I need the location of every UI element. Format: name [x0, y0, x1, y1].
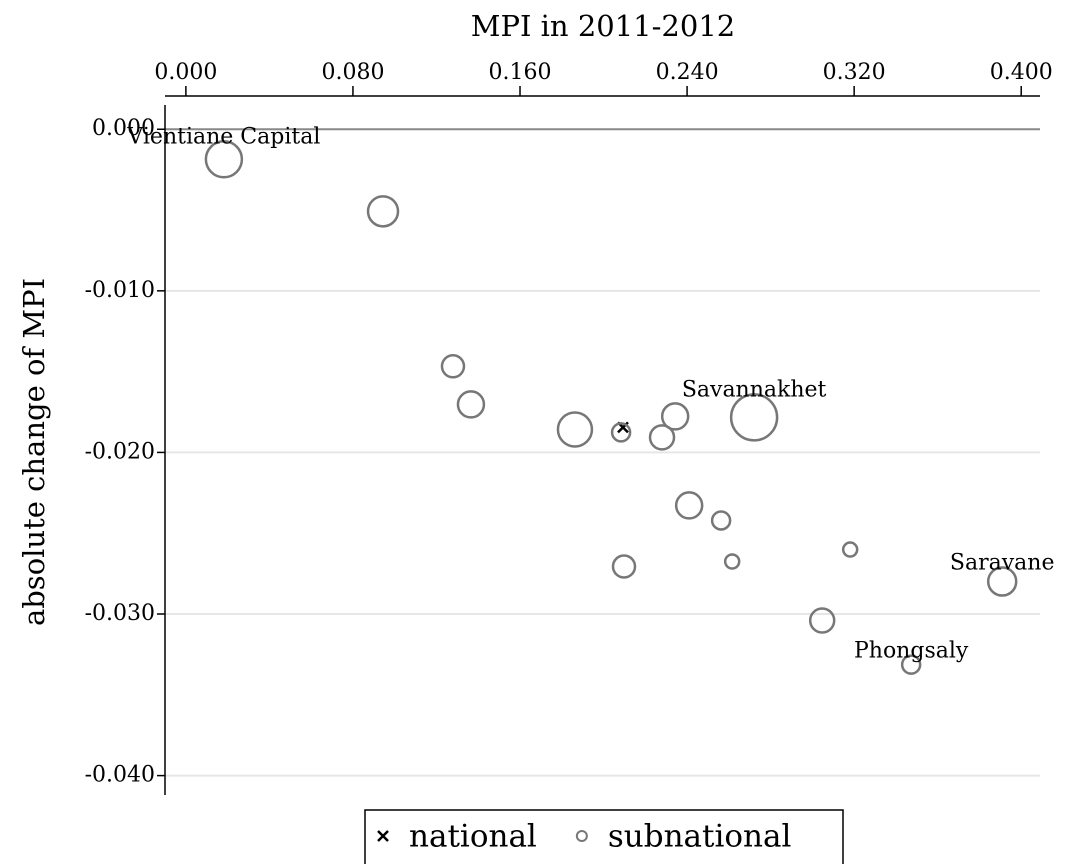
y-tick-label: -0.030 — [85, 601, 155, 626]
y-tick-label: -0.040 — [85, 763, 155, 788]
x-tick-label: 0.000 — [154, 60, 217, 85]
legend-marker — [377, 830, 389, 842]
y-axis-title: absolute change of MPI — [17, 278, 51, 626]
y-tick-label: 0.000 — [92, 116, 155, 141]
point-label: Savannakhet — [682, 377, 827, 402]
bubble — [204, 140, 244, 179]
bubble — [610, 422, 632, 443]
point-label: Phongsaly — [854, 639, 969, 664]
legend-marker — [575, 830, 588, 842]
bubble — [900, 654, 922, 675]
bubble — [611, 554, 637, 579]
legend-box — [364, 809, 844, 864]
bubble — [808, 607, 836, 634]
x-tick-label: 0.160 — [489, 60, 552, 85]
bubble — [556, 411, 594, 448]
legend-label: national — [409, 819, 537, 855]
point-label: Vientiane Capital — [126, 124, 320, 149]
x-tick-label: 0.080 — [321, 60, 384, 85]
x-tick-label: 0.240 — [656, 60, 719, 85]
bubble — [729, 393, 779, 442]
bubble — [660, 402, 690, 431]
bubble — [674, 491, 704, 520]
bubble — [723, 553, 741, 570]
y-tick-label: -0.020 — [85, 439, 155, 464]
x-tick-label: 0.320 — [823, 60, 886, 85]
bubble — [841, 541, 859, 558]
bubble — [986, 566, 1018, 597]
bubble — [648, 424, 676, 451]
legend-label: subnational — [608, 819, 792, 855]
y-tick-label: -0.010 — [85, 278, 155, 303]
x-axis-title: MPI in 2011-2012 — [471, 9, 735, 43]
bubble — [456, 390, 486, 419]
bubble — [440, 354, 466, 379]
bubble — [710, 510, 732, 531]
point-label: Saravane — [950, 551, 1055, 576]
bubble — [366, 195, 400, 228]
x-tick-label: 0.400 — [990, 60, 1053, 85]
